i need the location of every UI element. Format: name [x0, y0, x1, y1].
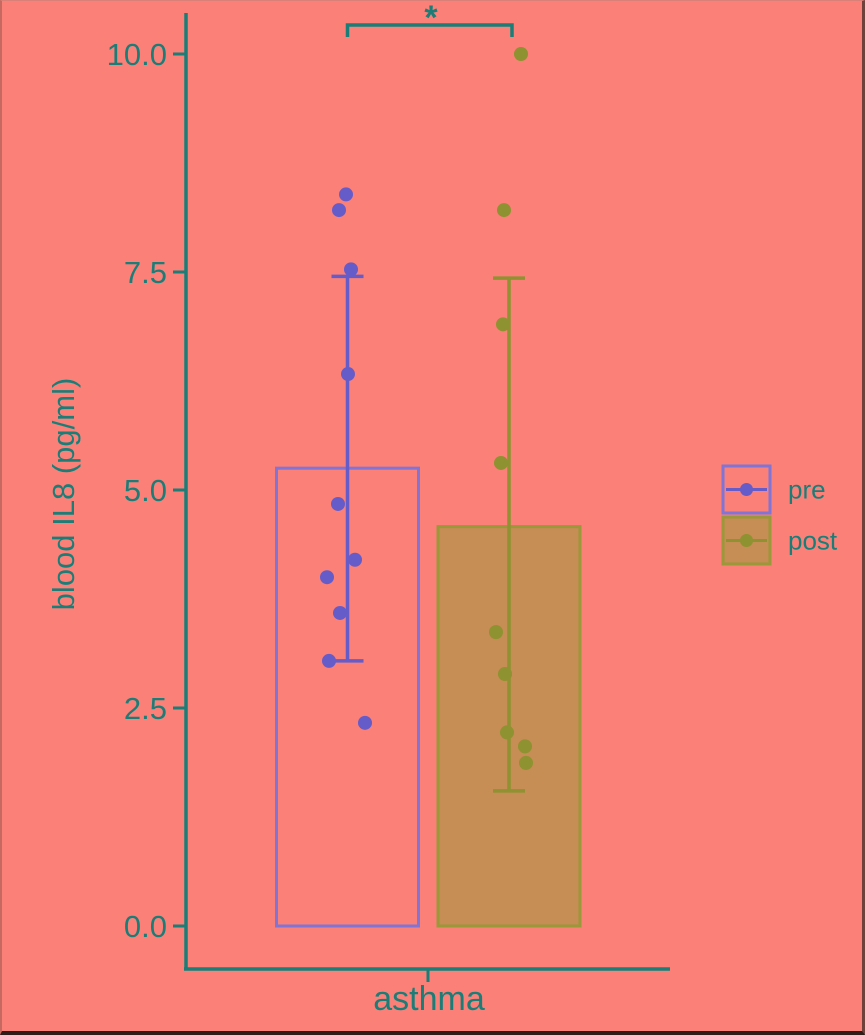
bracket-path — [345, 23, 514, 37]
pre-data-point — [333, 605, 347, 620]
post-data-point — [496, 317, 510, 332]
y-tick-label: 5.0 — [124, 473, 167, 508]
post-data-point — [518, 739, 532, 754]
pre-data-point — [331, 496, 345, 511]
legend-key-pre — [721, 464, 772, 515]
x-axis-title: asthma — [373, 980, 485, 1018]
post-data-point — [489, 625, 503, 640]
post-data-point — [514, 47, 528, 61]
significance-bracket — [345, 23, 514, 37]
post-data-point — [494, 455, 508, 470]
y-axis-title: blood IL8 (pg/ml) — [46, 378, 81, 611]
y-tick-label: 0.0 — [124, 909, 167, 944]
y-tick-label: 7.5 — [124, 255, 167, 290]
legend-key-point — [740, 534, 753, 547]
pre-data-point — [322, 653, 336, 668]
legend-label-post: post — [788, 526, 838, 556]
post-data-point — [498, 666, 512, 681]
pre-data-point — [358, 715, 372, 730]
post-data-point — [497, 203, 511, 218]
legend-label-pre: pre — [788, 475, 826, 505]
bars-layer — [275, 466, 582, 928]
significance-star: * — [424, 1, 438, 37]
errorbars-layer — [331, 274, 525, 793]
legend-key-point — [740, 483, 753, 496]
legend: pre post — [721, 464, 838, 566]
post-data-point — [500, 725, 514, 740]
pre-data-point — [332, 203, 346, 218]
pre-data-point — [348, 552, 362, 567]
points-layer — [320, 47, 533, 770]
pre-data-point — [339, 187, 353, 202]
y-tick-label: 2.5 — [124, 691, 167, 726]
pre-data-point — [320, 570, 334, 585]
axes-layer: 0.0 2.5 5.0 7.5 10.0 — [107, 13, 670, 982]
pre-data-point — [341, 367, 355, 382]
pre-data-point — [344, 262, 358, 277]
y-tick-label: 10.0 — [107, 37, 167, 72]
post-data-point — [519, 755, 533, 770]
